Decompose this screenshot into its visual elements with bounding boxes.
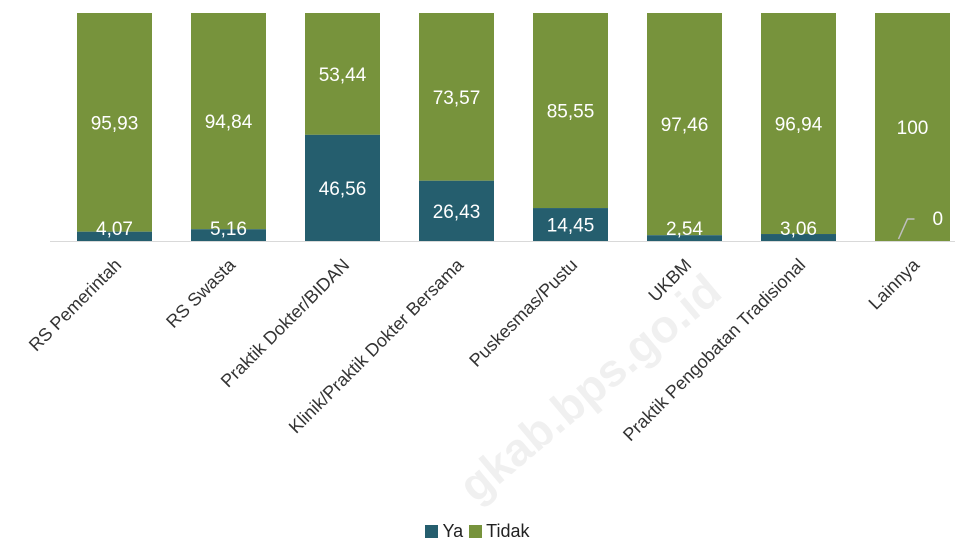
label-tidak-8: 100: [897, 118, 929, 139]
bar-tidak-1: [77, 13, 152, 232]
legend-swatch-ya: [425, 524, 439, 538]
label-tidak-5: 85,55: [547, 102, 595, 123]
legend-swatch-tidak: [469, 524, 483, 538]
legend-item-ya: Ya: [425, 521, 463, 542]
label-ya-2: 5,16: [210, 219, 247, 240]
legend-label-ya: Ya: [442, 520, 464, 541]
bar-tidak-3: [305, 13, 380, 135]
bar-ya-4: [419, 180, 494, 241]
label-ya-3: 46,56: [319, 179, 367, 200]
bar-tidak-6: [647, 13, 722, 236]
bar-tidak-4: [419, 13, 494, 181]
label-tidak-7: 96,94: [775, 115, 823, 136]
label-ya-4: 26,43: [433, 202, 481, 223]
bar-ya-7: [761, 234, 836, 241]
label-tidak-2: 94,84: [205, 112, 253, 133]
x-tick-label-8: Lainnya: [865, 254, 924, 313]
x-tick-label-5: Puskesmas/Pustu: [465, 255, 581, 371]
bar-tidak-2: [191, 13, 266, 230]
label-ya-1: 4,07: [96, 219, 133, 240]
leader-line-ya-8: [897, 218, 915, 240]
label-ya-6: 2,54: [666, 219, 703, 240]
bar-tidak-5: [533, 13, 608, 209]
label-ya-8: 0: [933, 209, 944, 230]
bar-ya-2: [191, 229, 266, 241]
x-tick-label-2: RS Swasta: [162, 254, 240, 332]
label-tidak-1: 95,93: [91, 113, 139, 134]
label-ya-5: 14,45: [547, 216, 595, 237]
label-tidak-6: 97,46: [661, 115, 709, 136]
legend-item-tidak: Tidak: [469, 520, 530, 542]
bar-ya-3: [305, 134, 380, 241]
x-tick-label-1: RS Pemerintah: [25, 255, 125, 355]
bar-ya-1: [77, 231, 152, 241]
bar-ya-5: [533, 208, 608, 241]
bar-tidak-8: [875, 13, 950, 241]
label-tidak-3: 53,44: [319, 65, 367, 86]
legend: Ya Tidak: [0, 520, 955, 542]
label-ya-7: 3,06: [780, 219, 817, 240]
x-tick-label-3: Praktik Dokter/BIDAN: [217, 255, 354, 392]
label-tidak-4: 73,57: [433, 88, 481, 109]
bar-ya-6: [647, 235, 722, 241]
legend-label-tidak: Tidak: [486, 520, 530, 541]
bar-tidak-7: [761, 13, 836, 235]
